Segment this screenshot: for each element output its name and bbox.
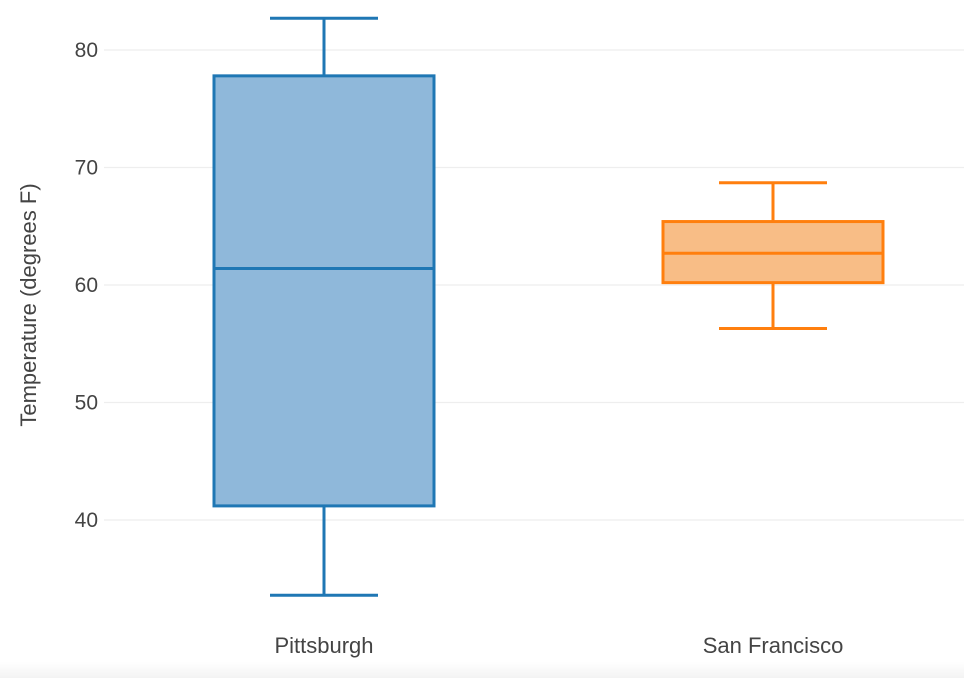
y-tick-label-80: 80 — [75, 39, 98, 62]
y-axis-title: Temperature (degrees F) — [16, 183, 41, 426]
y-tick-label-50: 50 — [75, 392, 98, 415]
x-category-label-pittsburgh: Pittsburgh — [274, 633, 373, 658]
y-tick-label-40: 40 — [75, 509, 98, 532]
y-axis-ticks: 40 50 60 70 80 — [75, 39, 98, 532]
iqr-box-pittsburgh — [212, 74, 436, 508]
box-pittsburgh[interactable] — [212, 16, 436, 597]
box-san-francisco[interactable] — [661, 181, 885, 330]
y-tick-label-70: 70 — [75, 157, 98, 180]
y-tick-label-60: 60 — [75, 274, 98, 297]
footer-band — [0, 662, 964, 678]
boxes — [212, 16, 885, 597]
x-category-label-san-francisco: San Francisco — [703, 633, 844, 658]
x-axis-categories: Pittsburgh San Francisco — [274, 633, 843, 658]
